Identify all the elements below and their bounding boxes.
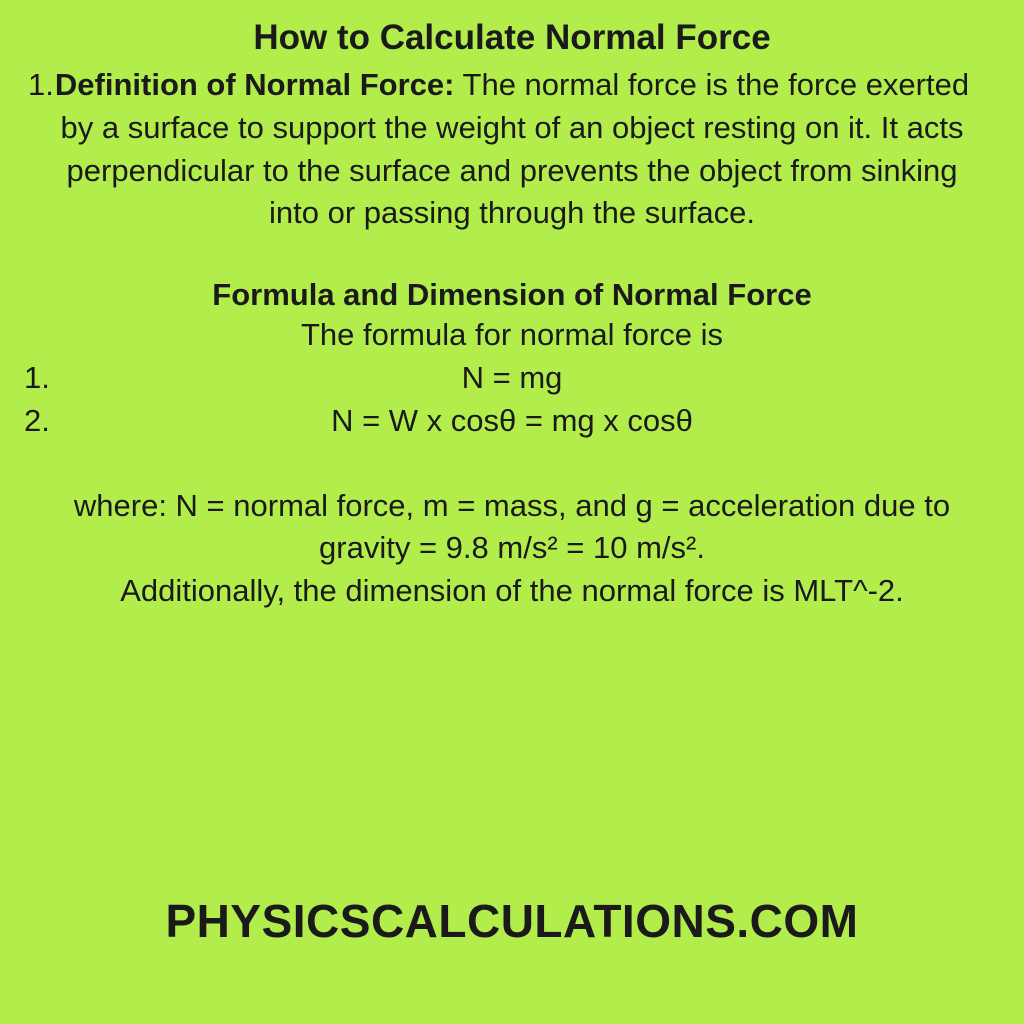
formula-marker-2: 2. — [24, 400, 50, 443]
dimension-text: Additionally, the dimension of the norma… — [30, 570, 994, 613]
where-text: where: N = normal force, m = mass, and g… — [30, 485, 994, 571]
formula-line-2: 2. N = W x cosθ = mg x cosθ — [30, 400, 994, 443]
footer-brand: PHYSICSCALCULATIONS.COM — [0, 894, 1024, 948]
formula-marker-1: 1. — [24, 357, 50, 400]
formula-intro: The formula for normal force is — [30, 317, 994, 353]
formula-line-1: 1. N = mg — [30, 357, 994, 400]
formula-text-1: N = mg — [462, 360, 563, 395]
formula-subheading: Formula and Dimension of Normal Force — [30, 277, 994, 313]
formula-text-2: N = W x cosθ = mg x cosθ — [331, 403, 693, 438]
definition-section: 1. Definition of Normal Force: The norma… — [30, 64, 994, 235]
definition-marker: 1. — [28, 64, 54, 107]
page-title: How to Calculate Normal Force — [30, 18, 994, 58]
definition-label: Definition of Normal Force: — [55, 67, 455, 102]
